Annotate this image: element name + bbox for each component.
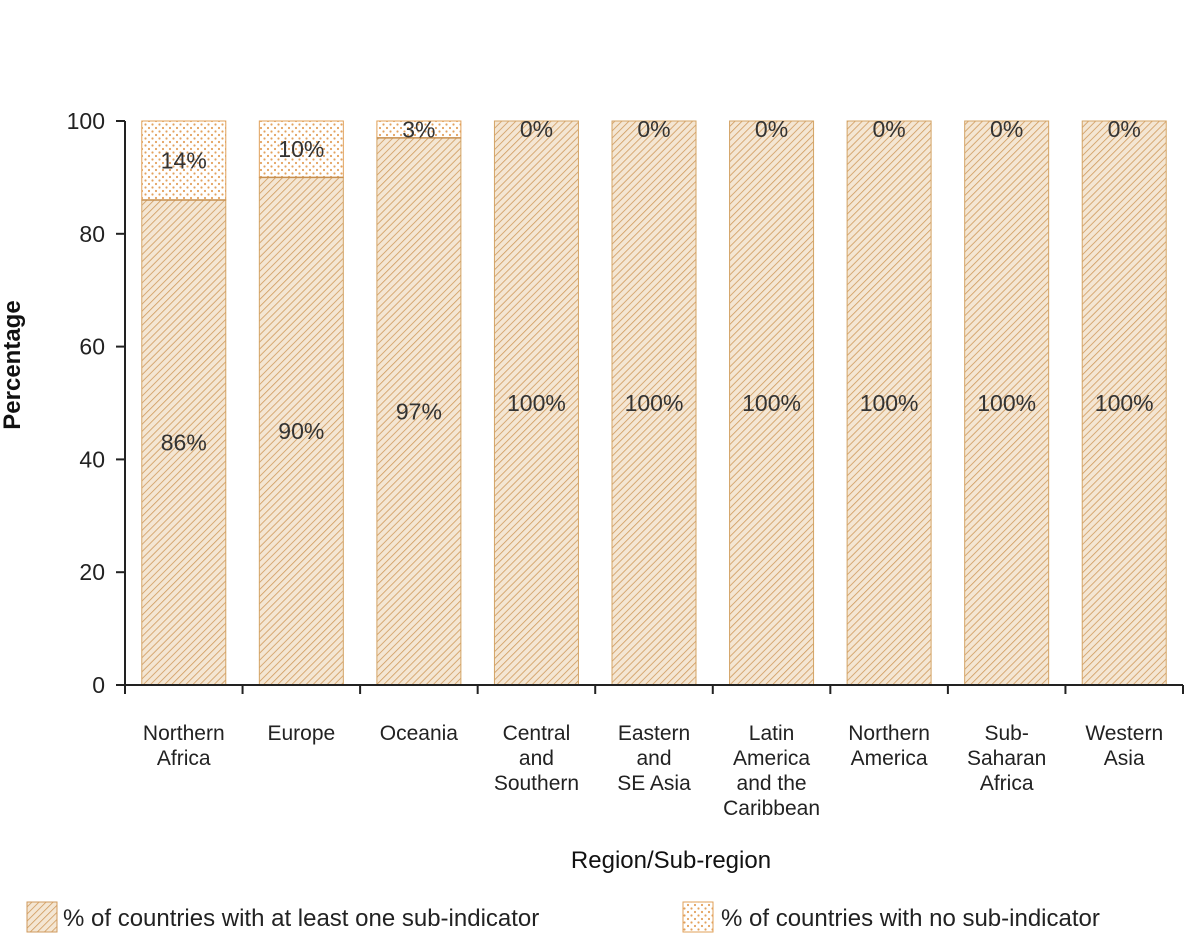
data-label-no-sub-indicator: 10% — [278, 136, 324, 162]
x-axis-title: Region/Sub-region — [571, 847, 771, 874]
bar-segment-at-least-one — [611, 120, 697, 686]
x-tick-label: Eastern and SE Asia — [617, 722, 691, 795]
data-label-at-least-one: 100% — [860, 390, 919, 416]
x-tick-label: Northern Africa — [143, 722, 225, 770]
data-label-at-least-one: 100% — [1095, 390, 1154, 416]
data-label-at-least-one: 97% — [396, 398, 442, 424]
x-tick-label: Latin America and the Caribbean — [723, 722, 820, 820]
x-tick-label: Central and Southern — [494, 722, 579, 795]
legend-label-at-least-one: % of countries with at least one sub-ind… — [63, 905, 539, 932]
y-tick-label: 40 — [79, 446, 105, 472]
bar-segment-no-sub-indicator — [258, 120, 344, 178]
data-label-no-sub-indicator: 0% — [872, 116, 905, 142]
data-label-no-sub-indicator: 0% — [520, 116, 553, 142]
data-label-at-least-one: 86% — [161, 429, 207, 455]
y-axis-title: Percentage — [0, 300, 26, 429]
y-tick-label: 0 — [92, 672, 105, 698]
legend-swatch-no-sub-indicator — [682, 901, 714, 933]
bar-segment-at-least-one — [258, 176, 344, 686]
x-tick-label: Sub-Saharan Africa — [967, 722, 1046, 795]
legend: % of countries with at least one sub-ind… — [26, 901, 1100, 933]
x-tick-label: Oceania — [380, 722, 459, 745]
data-label-no-sub-indicator: 0% — [637, 116, 670, 142]
x-tick-label: Northern America — [848, 722, 930, 770]
x-axis: Northern Africa Europe Oceania Central and Sou… — [116, 684, 1184, 820]
data-label-at-least-one: 100% — [625, 390, 684, 416]
bar-segment-at-least-one — [1081, 120, 1167, 686]
bar-segment-at-least-one — [964, 120, 1050, 686]
data-label-at-least-one: 100% — [742, 390, 801, 416]
data-label-at-least-one: 100% — [977, 390, 1036, 416]
y-tick-label: 20 — [79, 559, 105, 585]
data-label-no-sub-indicator: 0% — [755, 116, 788, 142]
data-label-no-sub-indicator: 3% — [402, 116, 435, 142]
y-tick-label: 80 — [79, 221, 105, 247]
data-label-at-least-one: 100% — [507, 390, 566, 416]
bar-segment-at-least-one — [846, 120, 932, 686]
y-tick-label: 60 — [79, 334, 105, 360]
x-tick-label: Western Asia — [1085, 722, 1163, 770]
legend-label-no-sub-indicator: % of countries with no sub-indicator — [721, 905, 1100, 932]
x-tick-label: Europe — [267, 722, 335, 745]
bar-segment-at-least-one — [729, 120, 815, 686]
y-axis: 0 20 40 60 80 100 — [67, 108, 126, 698]
data-label-no-sub-indicator: 0% — [990, 116, 1023, 142]
legend-swatch-at-least-one — [26, 901, 58, 933]
bar-segment-no-sub-indicator — [141, 120, 227, 201]
y-tick-label: 100 — [67, 108, 105, 134]
data-label-at-least-one: 90% — [278, 418, 324, 444]
data-label-no-sub-indicator: 0% — [1108, 116, 1141, 142]
data-label-no-sub-indicator: 14% — [161, 147, 207, 173]
bars: 86% 14% 90% 10% 97% 3% 100% 0% 100% 0% 100% 0% 100% 0… — [141, 116, 1167, 686]
